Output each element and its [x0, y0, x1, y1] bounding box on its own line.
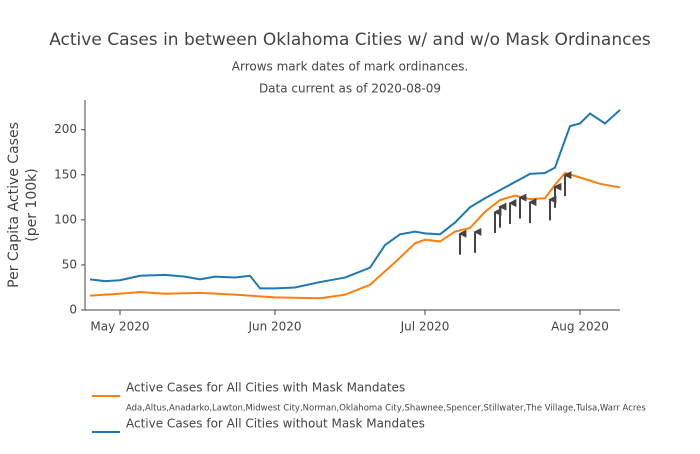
y-axis-title: (per 100k): [24, 168, 40, 241]
y-tick-label: 150: [54, 167, 77, 181]
x-tick-label: Jul 2020: [400, 320, 450, 334]
x-tick-label: Jun 2020: [247, 320, 301, 334]
series-line: [89, 171, 621, 300]
series-line: [89, 109, 621, 290]
y-tick-label: 100: [54, 212, 77, 226]
subtitle: Arrows mark dates of mark ordinances.: [232, 60, 468, 74]
x-tick-label: May 2020: [90, 320, 149, 334]
subtitle: Data current as of 2020-08-09: [259, 82, 441, 96]
x-tick-label: Aug 2020: [551, 320, 609, 334]
legend-label: Active Cases for All Cities without Mask…: [126, 417, 425, 431]
y-tick-label: 200: [54, 122, 77, 136]
chart-title: Active Cases in between Oklahoma Cities …: [49, 30, 651, 50]
y-tick-label: 50: [62, 257, 77, 271]
y-tick-label: 0: [69, 303, 77, 317]
legend-label: Active Cases for All Cities with Mask Ma…: [126, 381, 405, 395]
y-axis-title: Per Capita Active Cases: [6, 122, 22, 288]
legend-note: Ada,Altus,Anadarko,Lawton,Midwest City,N…: [126, 404, 646, 414]
